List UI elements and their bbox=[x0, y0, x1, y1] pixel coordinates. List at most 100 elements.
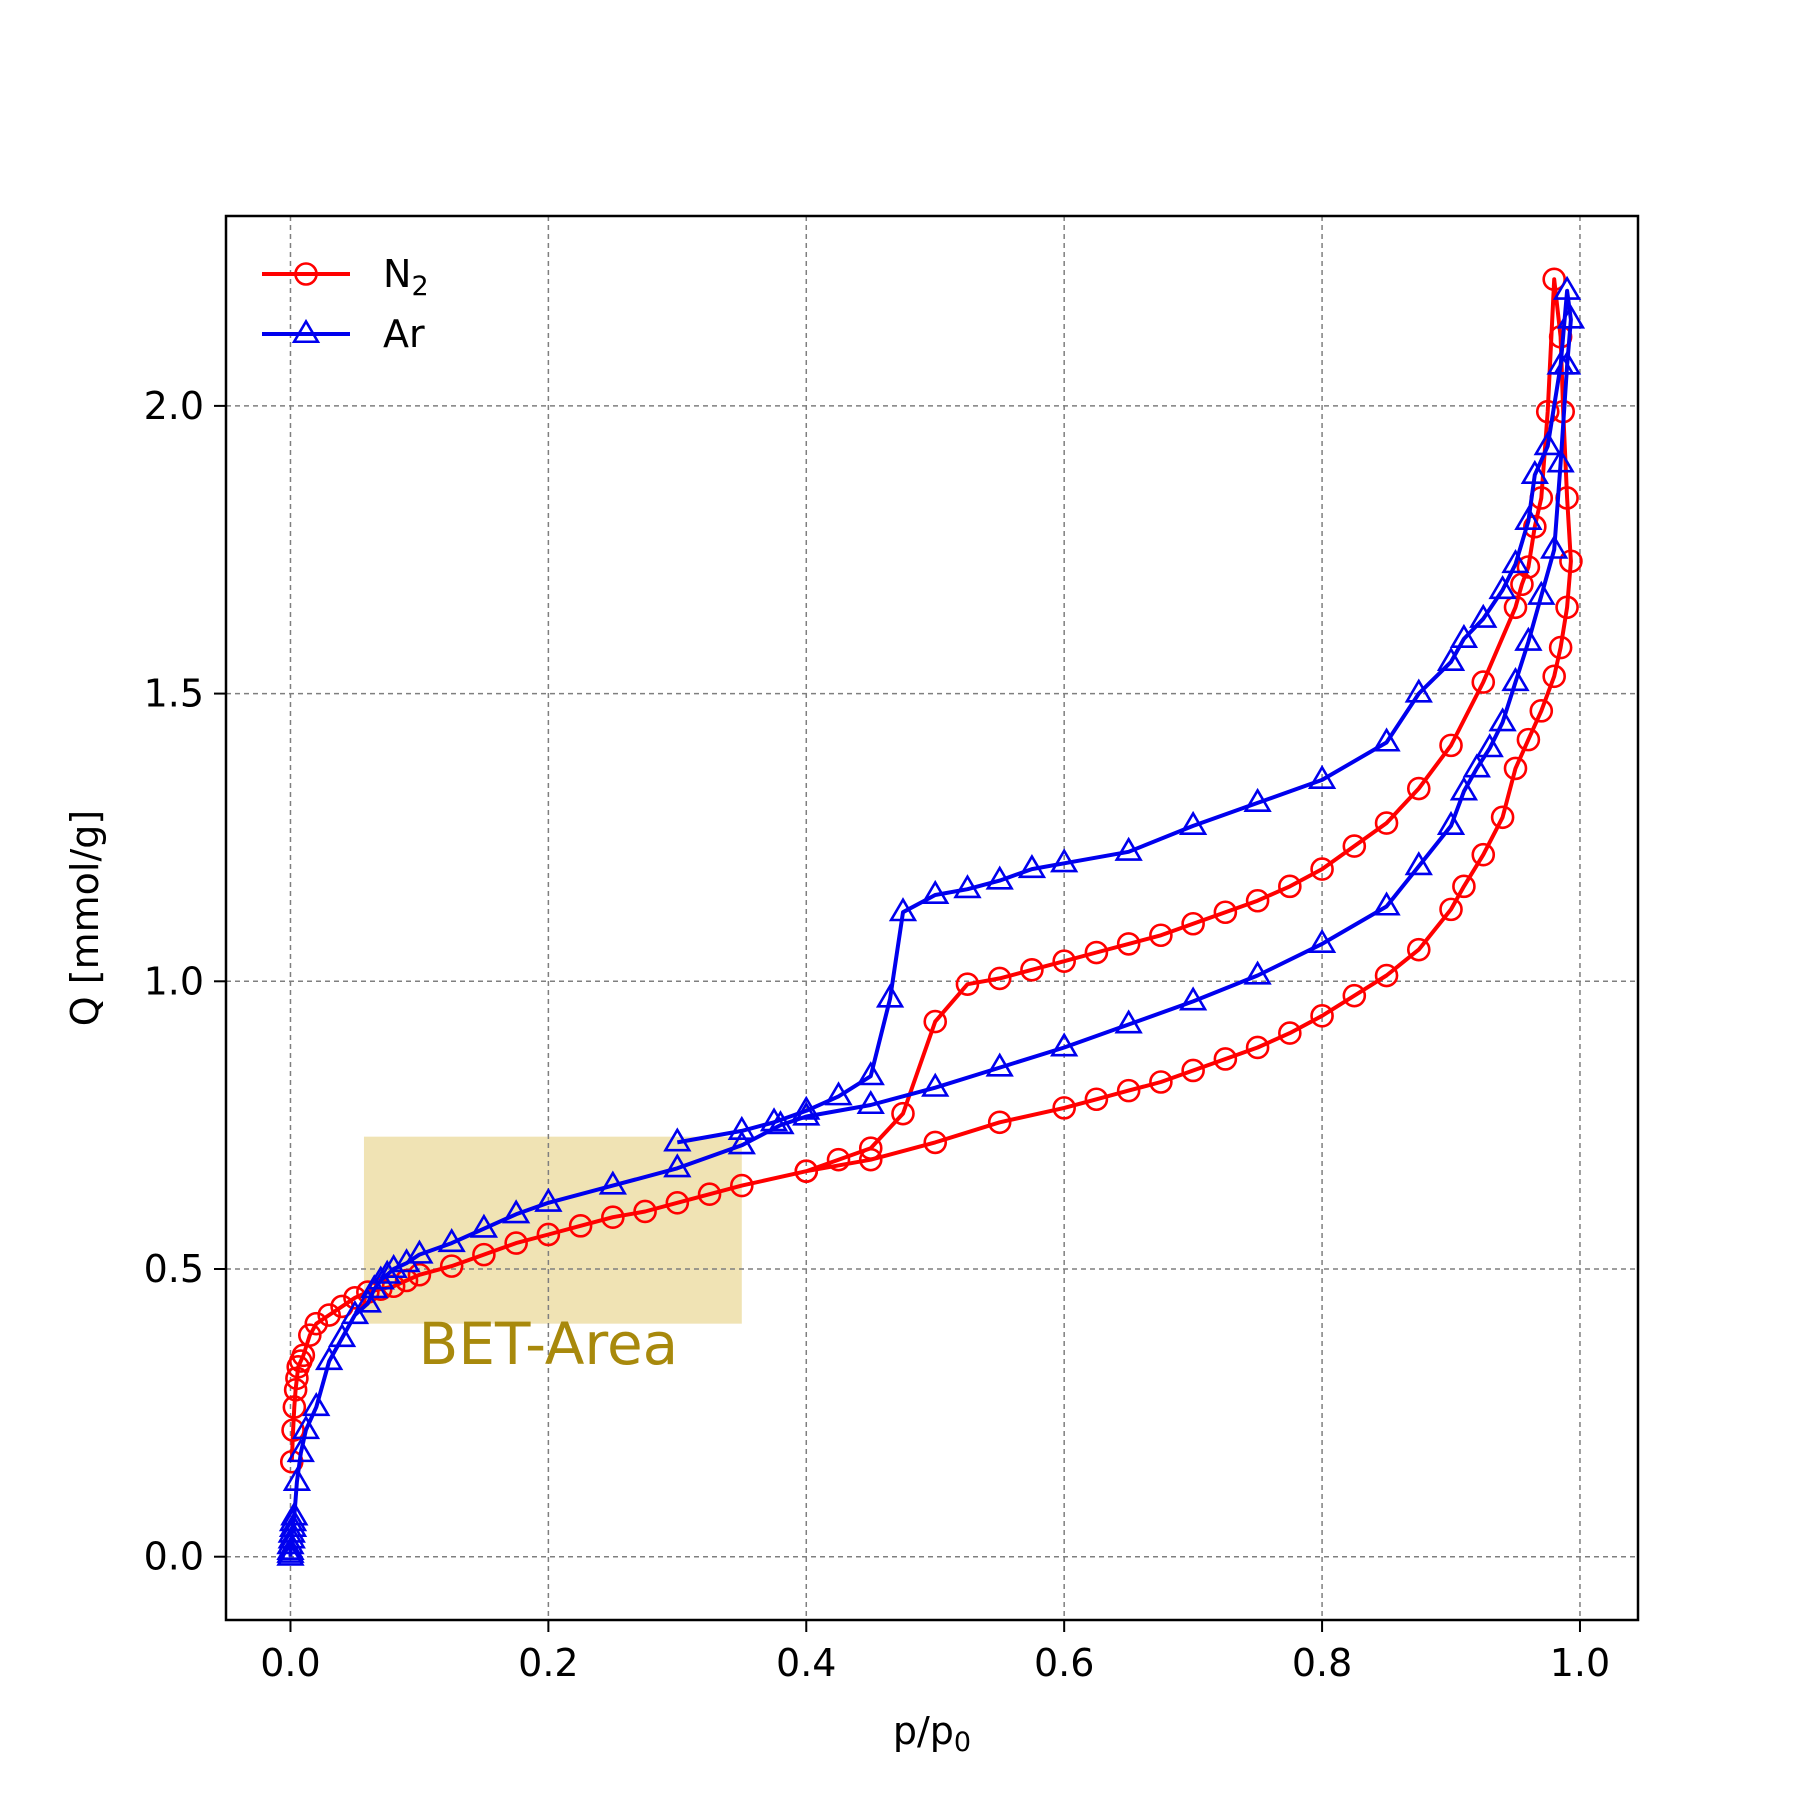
data-point bbox=[985, 1052, 1014, 1077]
data-point bbox=[439, 1254, 464, 1278]
data-point bbox=[1514, 505, 1543, 531]
data-point bbox=[1278, 874, 1302, 899]
data-point bbox=[663, 1127, 692, 1152]
data-point bbox=[291, 1415, 321, 1440]
data-point bbox=[286, 1438, 315, 1463]
data-point bbox=[1548, 635, 1573, 660]
data-point bbox=[1307, 764, 1337, 789]
data-point bbox=[1488, 574, 1517, 600]
data-point bbox=[1436, 810, 1466, 835]
data-point bbox=[1449, 623, 1479, 648]
data-point bbox=[1436, 646, 1466, 671]
data-point bbox=[1503, 756, 1528, 781]
data-point bbox=[504, 1231, 528, 1255]
data-point bbox=[1510, 572, 1534, 597]
data-point bbox=[923, 1009, 948, 1034]
data-point bbox=[278, 1512, 308, 1537]
y-tick-label: 1.5 bbox=[144, 672, 204, 716]
data-point bbox=[1546, 448, 1575, 473]
data-point bbox=[663, 1153, 692, 1178]
legend-marker bbox=[294, 262, 318, 286]
data-point bbox=[282, 1466, 312, 1491]
data-point bbox=[1052, 949, 1076, 973]
data-point bbox=[697, 1182, 722, 1206]
data-point bbox=[353, 1288, 382, 1313]
data-point bbox=[1372, 727, 1401, 752]
data-point bbox=[315, 1345, 344, 1371]
x-tick-label: 0.6 bbox=[1034, 1641, 1094, 1685]
data-point bbox=[277, 1524, 306, 1549]
data-point bbox=[923, 1130, 948, 1155]
data-point bbox=[953, 874, 982, 899]
data-point bbox=[1501, 667, 1530, 692]
plot-frame bbox=[224, 214, 1640, 1622]
y-tick-label: 1.0 bbox=[144, 959, 204, 1003]
data-point bbox=[1439, 733, 1463, 758]
data-point bbox=[1406, 937, 1431, 962]
data-point bbox=[1542, 664, 1566, 689]
data-point bbox=[1449, 776, 1479, 801]
data-point bbox=[826, 1147, 851, 1172]
data-point bbox=[1342, 983, 1367, 1008]
data-point bbox=[1149, 923, 1173, 948]
data-point bbox=[856, 1089, 885, 1115]
data-point bbox=[1050, 848, 1079, 873]
data-point bbox=[285, 1366, 309, 1391]
data-point bbox=[379, 1253, 408, 1279]
data-point bbox=[1052, 1096, 1076, 1120]
data-point bbox=[1514, 626, 1543, 651]
data-point bbox=[1535, 399, 1560, 424]
legend-label-sub: 2 bbox=[411, 271, 428, 302]
data-point bbox=[1374, 811, 1399, 835]
data-point bbox=[1084, 1087, 1109, 1112]
data-point bbox=[373, 1259, 402, 1284]
data-point bbox=[1556, 304, 1586, 329]
data-point bbox=[1490, 805, 1515, 830]
data-point bbox=[858, 1136, 883, 1160]
data-point bbox=[633, 1199, 657, 1224]
data-point bbox=[985, 865, 1014, 890]
data-point bbox=[1342, 834, 1367, 858]
x-tick-label: 1.0 bbox=[1550, 1641, 1610, 1685]
data-point bbox=[1516, 727, 1541, 752]
data-point bbox=[1310, 1004, 1334, 1028]
data-point bbox=[792, 1101, 821, 1126]
data-point bbox=[1552, 275, 1582, 300]
legend-label-main: N bbox=[383, 252, 411, 296]
data-point bbox=[534, 1187, 563, 1212]
data-point bbox=[501, 1199, 531, 1224]
legend-entry-n2: N2 bbox=[262, 252, 429, 302]
data-point bbox=[405, 1239, 434, 1264]
data-point bbox=[727, 1130, 756, 1155]
tick-layer: 0.0 0.2 0.4 0.6 0.8 1.0 0.0 0.5 1.0 1.5 2.0 bbox=[144, 384, 1611, 1685]
data-point bbox=[1213, 900, 1238, 925]
data-point bbox=[665, 1191, 690, 1215]
data-point bbox=[875, 983, 905, 1008]
data-point bbox=[276, 1530, 305, 1555]
legend-label: N2 bbox=[383, 252, 429, 302]
data-point bbox=[1149, 1070, 1173, 1094]
data-point bbox=[1469, 603, 1498, 628]
data-point bbox=[340, 1299, 370, 1325]
data-point bbox=[1310, 857, 1334, 881]
data-point bbox=[277, 1518, 306, 1543]
data-point bbox=[1114, 1009, 1143, 1034]
y-tick-label: 2.0 bbox=[144, 384, 204, 428]
data-point bbox=[366, 1265, 395, 1290]
data-point bbox=[1243, 960, 1272, 985]
data-point bbox=[1542, 267, 1566, 292]
data-point bbox=[1404, 678, 1433, 703]
series-ar bbox=[276, 275, 1586, 1566]
data-point bbox=[598, 1170, 627, 1195]
data-point bbox=[824, 1081, 853, 1106]
data-point bbox=[1017, 854, 1047, 879]
data-point bbox=[1462, 753, 1491, 778]
data-point bbox=[1520, 459, 1549, 484]
data-point bbox=[794, 1159, 819, 1183]
x-tick-label: 0.0 bbox=[260, 1641, 320, 1685]
data-point bbox=[1475, 733, 1504, 758]
data-point bbox=[437, 1228, 466, 1253]
data-point bbox=[955, 972, 980, 996]
